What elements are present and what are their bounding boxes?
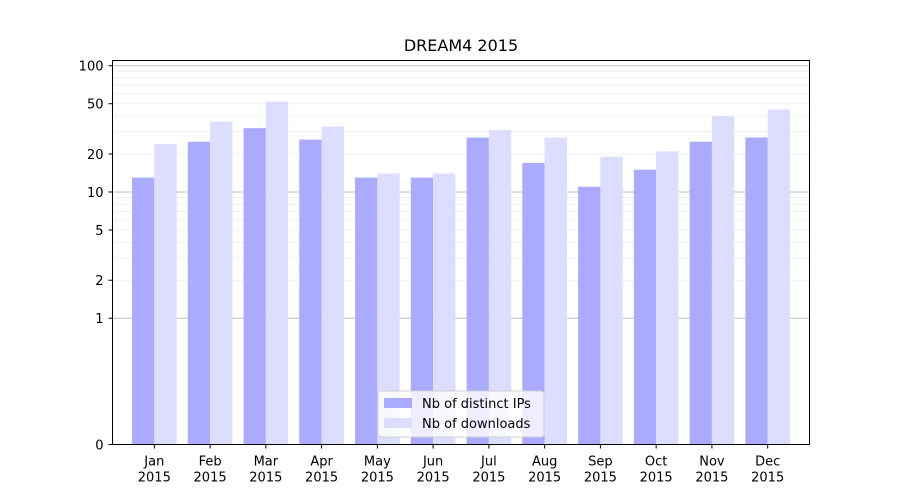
y-tick-label: 100 — [79, 60, 104, 75]
bar-downloads-jun — [433, 173, 456, 445]
x-tick-label-month: Jul — [480, 455, 497, 470]
x-tick-label-month: Apr — [310, 455, 333, 470]
x-tick-label-year: 2015 — [138, 471, 171, 486]
x-tick-label-year: 2015 — [584, 471, 617, 486]
x-tick-label-year: 2015 — [472, 471, 505, 486]
bar-distinct-ips-jun — [410, 177, 434, 445]
bar-downloads-jul — [488, 129, 512, 445]
bar-downloads-aug — [544, 137, 567, 445]
x-tick-label-month: Dec — [755, 455, 780, 470]
bar-downloads-apr — [321, 126, 344, 445]
x-tick-label-month: Nov — [699, 455, 725, 470]
y-tick-label: 0 — [95, 439, 103, 454]
bar-downloads-feb — [210, 121, 233, 445]
bar-distinct-ips-jan — [132, 177, 155, 445]
bar-downloads-nov — [711, 115, 735, 445]
legend-box — [377, 390, 545, 438]
legend-label: Nb of distinct IPs — [422, 397, 531, 412]
legend-label: Nb of downloads — [422, 417, 531, 432]
bar-downloads-jan — [154, 143, 177, 445]
x-tick-label-month: Sep — [588, 455, 613, 470]
x-tick-label-year: 2015 — [751, 471, 784, 486]
y-tick-label: 5 — [95, 224, 103, 239]
bar-distinct-ips-dec — [745, 137, 768, 445]
bar-distinct-ips-mar — [243, 128, 266, 445]
bar-distinct-ips-apr — [299, 139, 322, 445]
y-tick-label: 50 — [87, 98, 104, 113]
bar-distinct-ips-jul — [466, 137, 489, 445]
x-tick-label-year: 2015 — [194, 471, 227, 486]
x-tick-label-month: Mar — [254, 455, 279, 470]
bar-downloads-oct — [656, 151, 679, 445]
axes-frame — [112, 60, 810, 445]
x-tick-label-month: Jan — [143, 455, 164, 470]
legend-swatch — [384, 418, 412, 428]
bar-downloads-may — [377, 173, 400, 445]
x-tick-label-year: 2015 — [361, 471, 394, 486]
bar-distinct-ips-sep — [578, 186, 601, 445]
y-tick-label: 20 — [87, 148, 104, 163]
x-tick-label-year: 2015 — [640, 471, 673, 486]
x-tick-label-month: Jun — [422, 455, 443, 470]
x-tick-label-year: 2015 — [528, 471, 561, 486]
x-tick-label-month: Feb — [199, 455, 222, 470]
x-tick-label-year: 2015 — [695, 471, 728, 486]
x-tick-label-year: 2015 — [305, 471, 338, 486]
x-tick-label-month: May — [364, 455, 391, 470]
y-tick-label: 2 — [95, 274, 103, 289]
x-tick-label-month: Aug — [532, 455, 557, 470]
bar-distinct-ips-feb — [187, 141, 211, 445]
y-tick-label: 10 — [87, 186, 104, 201]
bar-downloads-sep — [600, 156, 623, 445]
chart-title: DREAM4 2015 — [404, 36, 518, 55]
bar-distinct-ips-oct — [633, 169, 657, 445]
bar-distinct-ips-nov — [689, 141, 712, 445]
x-tick-label-month: Oct — [645, 455, 667, 470]
x-tick-label-year: 2015 — [249, 471, 282, 486]
bar-downloads-dec — [767, 109, 790, 445]
bar-distinct-ips-aug — [522, 162, 545, 445]
bar-downloads-mar — [265, 101, 289, 445]
legend-swatch — [384, 398, 412, 408]
bar-distinct-ips-may — [355, 177, 378, 445]
y-tick-label: 1 — [95, 312, 103, 327]
x-tick-label-year: 2015 — [417, 471, 450, 486]
